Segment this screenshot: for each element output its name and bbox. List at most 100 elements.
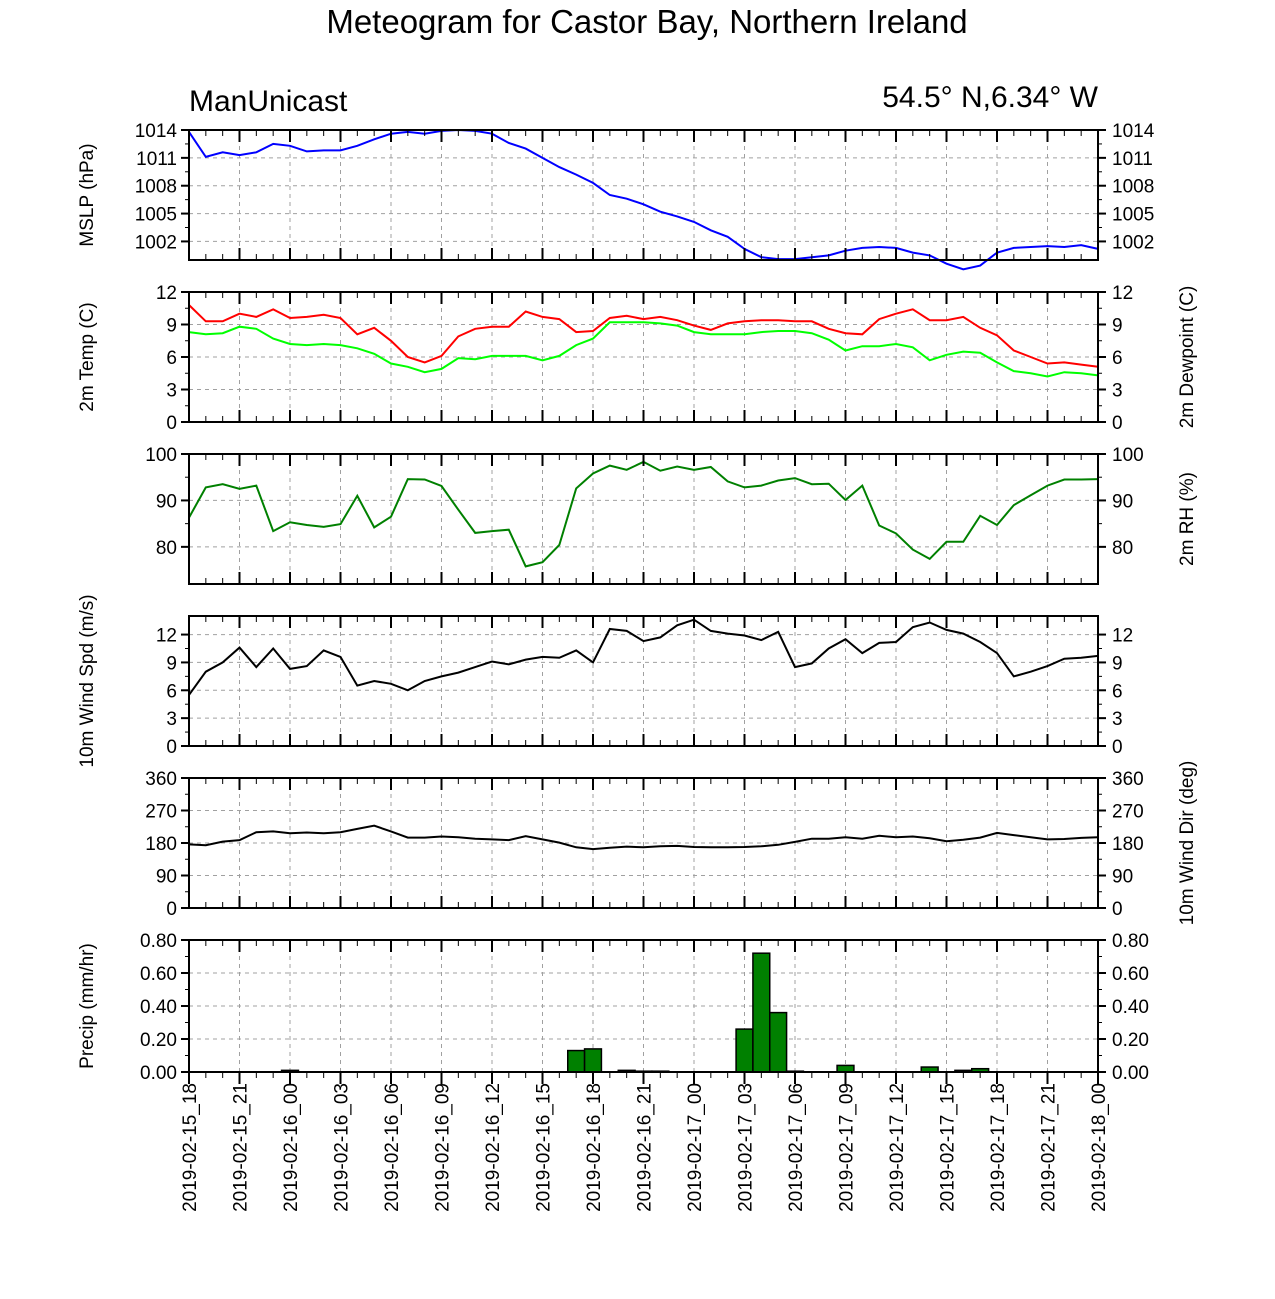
y-axis-label-right: 10m Wind Dir (deg) [1177,761,1198,926]
y-tick-label-left: 360 [145,769,177,790]
time-tick-label: 2019-02-17_12 [887,1083,908,1212]
time-tick-label: 2019-02-17_15 [938,1083,959,1212]
y-tick-label-left: 180 [145,834,177,855]
y-tick-label-right: 1005 [1112,205,1154,226]
wind-direction-panel: 0 0 90 90 180 180 270 270 360 360 10m Wind Dir (de… [145,761,1198,926]
time-tick-label: 2019-02-17_00 [685,1083,706,1212]
y-axis-label-left: 10m Wind Spd (m/s) [77,594,98,767]
y-tick-label-right: 0.80 [1112,931,1149,952]
location-coordinates: 54.5° N,6.34° W [882,81,1098,114]
y-tick-label-right: 1002 [1112,232,1154,253]
mslp-panel: 1002 1002 1005 1005 1008 1008 1011 1011 1014 1014… [77,121,1155,271]
y-tick-label-left: 0 [166,899,177,920]
y-tick-label-left: 1011 [136,149,177,170]
y-tick-label-left: 270 [145,802,177,823]
time-tick-label: 2019-02-18_00 [1089,1083,1110,1212]
y-tick-label-right: 180 [1112,834,1144,855]
y-tick-label-right: 1014 [1112,121,1155,142]
temperature-panel: 0 0 3 3 6 6 9 9 12 12 2m Temp (C) 2m Dewpoint (C) [77,283,1198,434]
rh-panel: 80 80 90 90 100 100 2m RH (%) [145,445,1198,585]
y-tick-label-left: 80 [156,538,177,559]
model-name: ManUnicast [189,85,348,118]
y-axis-label-left: MSLP (hPa) [77,143,98,246]
y-tick-label-right: 9 [1112,316,1123,337]
y-tick-label-left: 0.00 [140,1063,177,1084]
y-tick-label-right: 12 [1112,626,1133,647]
y-tick-label-right: 3 [1112,709,1123,730]
precip-bar [752,952,771,1073]
time-tick-label: 2019-02-15_18 [180,1083,201,1212]
y-tick-label-right: 0.60 [1112,964,1149,985]
wind_speed-line-0 [188,618,1099,696]
y-tick-label-right: 0.20 [1112,1030,1149,1051]
time-tick-label: 2019-02-16_12 [483,1083,504,1212]
y-tick-label-right: 0 [1112,737,1123,758]
time-tick-label: 2019-02-17_09 [837,1083,858,1212]
y-tick-label-right: 6 [1112,348,1123,369]
time-tick-label: 2019-02-17_03 [736,1083,757,1212]
time-axis: 2019-02-15_18 2019-02-15_21 2019-02-16_00 2… [180,1083,1110,1212]
y-tick-label-left: 3 [166,381,177,402]
y-tick-label-right: 0 [1112,899,1123,920]
y-tick-label-left: 0.80 [140,931,177,952]
y-tick-label-left: 1005 [135,205,177,226]
y-tick-label-left: 90 [156,867,177,888]
y-tick-label-right: 80 [1112,538,1133,559]
y-tick-label-left: 12 [156,626,177,647]
time-tick-label: 2019-02-16_00 [281,1083,302,1212]
y-tick-label-right: 1008 [1112,177,1154,198]
y-tick-label-left: 6 [166,681,177,702]
time-tick-label: 2019-02-17_21 [1039,1083,1060,1212]
y-tick-label-right: 0.00 [1112,1063,1149,1084]
y-tick-label-right: 0 [1112,413,1123,434]
wind-speed-panel: 0 0 3 3 6 6 9 9 12 12 10m Wind Spd (m/s) [77,594,1133,767]
y-tick-label-left: 1008 [135,177,177,198]
y-tick-label-right: 90 [1112,491,1133,512]
temperature-line-1 [188,321,1099,378]
y-tick-label-left: 6 [166,348,177,369]
precip-panel: 0.00 0.00 0.20 0.20 0.40 0.40 0.60 0.60 0.80 0.80… [77,931,1149,1084]
y-tick-label-left: 1002 [135,232,177,253]
y-tick-label-right: 1011 [1112,149,1153,170]
y-tick-label-right: 12 [1112,283,1133,304]
y-tick-label-left: 9 [166,653,177,674]
time-tick-label: 2019-02-16_06 [382,1083,403,1212]
precip-bar [735,1028,754,1073]
y-tick-label-right: 6 [1112,681,1123,702]
time-tick-label: 2019-02-17_18 [988,1083,1009,1212]
y-tick-label-left: 12 [156,283,177,304]
y-tick-label-right: 9 [1112,653,1123,674]
y-axis-label-right: 2m Dewpoint (C) [1177,286,1198,429]
y-tick-label-left: 100 [145,445,177,466]
y-tick-label-left: 9 [166,316,177,337]
precip-bar [583,1048,603,1073]
time-tick-label: 2019-02-15_21 [231,1083,252,1212]
y-tick-label-right: 270 [1112,802,1144,823]
y-tick-label-left: 3 [166,709,177,730]
y-tick-label-left: 1014 [135,121,178,142]
chart-title: Meteogram for Castor Bay, Northern Irela… [326,3,967,40]
time-tick-label: 2019-02-16_09 [433,1083,454,1212]
y-tick-label-left: 90 [156,491,177,512]
wind_direction-line-0 [188,824,1099,851]
time-tick-label: 2019-02-16_15 [534,1083,555,1212]
time-tick-label: 2019-02-16_21 [635,1083,656,1212]
y-tick-label-right: 3 [1112,381,1123,402]
time-tick-label: 2019-02-16_18 [584,1083,605,1212]
y-tick-label-left: 0.20 [140,1030,177,1051]
precip-bar [567,1049,586,1073]
time-tick-label: 2019-02-17_06 [786,1083,807,1212]
y-tick-label-left: 0 [166,413,177,434]
y-tick-label-left: 0 [166,737,177,758]
y-axis-label-left: Precip (mm/hr) [77,943,98,1069]
y-tick-label-right: 360 [1112,769,1144,790]
temperature-line-0 [188,304,1099,368]
precip-bar [769,1011,788,1073]
time-tick-label: 2019-02-16_03 [332,1083,353,1212]
y-axis-label-right: 2m RH (%) [1177,472,1198,566]
y-tick-label-left: 0.40 [140,997,177,1018]
y-tick-label-right: 100 [1112,445,1144,466]
y-axis-label-left: 2m Temp (C) [77,302,98,411]
y-tick-label-right: 90 [1112,867,1133,888]
